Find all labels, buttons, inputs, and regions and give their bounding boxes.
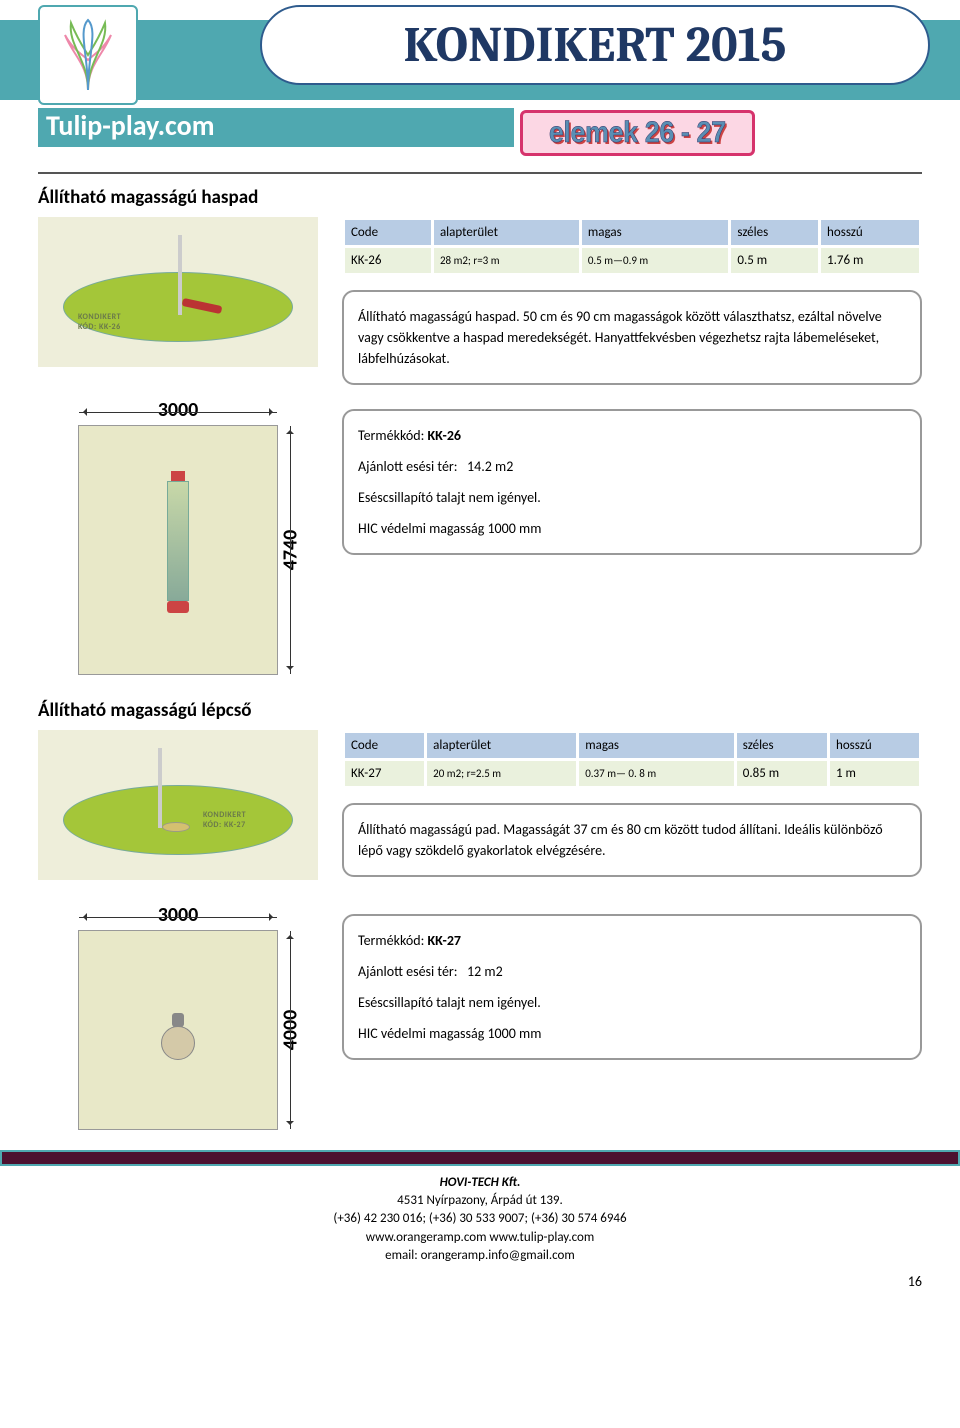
- line3: Eséscsillapító talajt nem igényel.: [358, 992, 906, 1013]
- th-code: Code: [345, 220, 431, 245]
- footer-email: email: orangeramp.info@gmail.com: [0, 1247, 960, 1265]
- code-val: KK-26: [428, 427, 462, 444]
- td-code: KK-26: [345, 248, 431, 273]
- th-high: magas: [582, 220, 729, 245]
- product2-desc: Állítható magasságú pad. Magasságát 37 c…: [358, 819, 906, 861]
- page-header: KONDIKERT 2015 Tulip-play.com elemek 26 …: [0, 0, 960, 170]
- product1-plan: 3000 4740: [78, 425, 278, 675]
- tulip-logo-icon: [53, 15, 123, 95]
- th-area: alapterület: [427, 733, 576, 758]
- td-wide: 0.85 m: [737, 761, 827, 786]
- code-label: Termékkód:: [358, 932, 424, 949]
- dim-w: 3000: [158, 903, 199, 927]
- td-code: KK-27: [345, 761, 424, 786]
- product2-spec-table: Code alapterület magas széles hosszú KK-…: [342, 730, 922, 789]
- product2-desc-box: Állítható magasságú pad. Magasságát 37 c…: [342, 803, 922, 877]
- product2-render: KONDIKERT KÓD: KK-27: [38, 730, 318, 880]
- fall-label: Ajánlott esési tér:: [358, 963, 458, 980]
- product2-plan: 3000 4000: [78, 930, 278, 1130]
- td-long: 1.76 m: [821, 248, 919, 273]
- elements-badge: elemek 26 - 27: [520, 110, 755, 156]
- th-wide: széles: [737, 733, 827, 758]
- footer-address: 4531 Nyírpazony, Árpád út 139.: [0, 1192, 960, 1210]
- fall-val: 14.2 m2: [467, 458, 513, 475]
- product1-render: KONDIKERT KÓD: KK-26: [38, 217, 318, 367]
- logo-box: [38, 5, 138, 105]
- line4: HIC védelmi magasság 1000 mm: [358, 1023, 906, 1044]
- footer-web: www.orangeramp.com www.tulip-play.com: [0, 1229, 960, 1247]
- fall-label: Ajánlott esési tér:: [358, 458, 458, 475]
- fall-val: 12 m2: [467, 963, 503, 980]
- line4: HIC védelmi magasság 1000 mm: [358, 518, 906, 539]
- product1-spec-table: Code alapterület magas széles hosszú KK-…: [342, 217, 922, 276]
- dim-w: 3000: [158, 398, 199, 422]
- product1-details-box: Termékkód: KK-26 Ajánlott esési tér: 14.…: [342, 409, 922, 555]
- product1-desc-box: Állítható magasságú haspad. 50 cm és 90 …: [342, 290, 922, 385]
- footer-bar: [0, 1150, 960, 1166]
- product2-details-box: Termékkód: KK-27 Ajánlott esési tér: 12 …: [342, 914, 922, 1060]
- footer: HOVI-TECH Kft. 4531 Nyírpazony, Árpád út…: [0, 1174, 960, 1273]
- td-long: 1 m: [830, 761, 919, 786]
- th-code: Code: [345, 733, 424, 758]
- page-number: 16: [0, 1273, 960, 1302]
- th-long: hosszú: [821, 220, 919, 245]
- product2-title: Állítható magasságú lépcső: [38, 699, 922, 722]
- th-area: alapterület: [434, 220, 579, 245]
- td-high: 0.37 m— 0. 8 m: [579, 761, 734, 786]
- footer-company: HOVI-TECH Kft.: [0, 1174, 960, 1192]
- product1-desc: Állítható magasságú haspad. 50 cm és 90 …: [358, 306, 906, 369]
- title-bubble: KONDIKERT 2015: [260, 5, 930, 85]
- th-high: magas: [579, 733, 734, 758]
- badge-text: elemek 26 - 27: [549, 116, 726, 150]
- line3: Eséscsillapító talajt nem igényel.: [358, 487, 906, 508]
- code-label: Termékkód:: [358, 427, 424, 444]
- footer-phones: (+36) 42 230 016; (+36) 30 533 9007; (+3…: [0, 1210, 960, 1228]
- td-high: 0.5 m—0.9 m: [582, 248, 729, 273]
- td-area: 20 m2; r=2.5 m: [427, 761, 576, 786]
- td-wide: 0.5 m: [731, 248, 818, 273]
- site-name: Tulip-play.com: [38, 108, 514, 147]
- divider: [38, 172, 922, 174]
- th-wide: széles: [731, 220, 818, 245]
- main-title: KONDIKERT 2015: [404, 16, 787, 74]
- code-val: KK-27: [428, 932, 462, 949]
- product1-title: Állítható magasságú haspad: [38, 186, 922, 209]
- th-long: hosszú: [830, 733, 919, 758]
- td-area: 28 m2; r=3 m: [434, 248, 579, 273]
